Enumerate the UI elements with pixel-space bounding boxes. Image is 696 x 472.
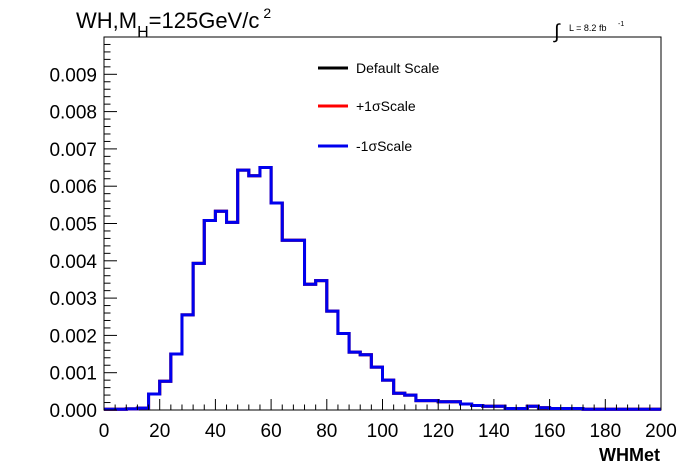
y-tick-label: 0.001 <box>49 364 97 385</box>
x-tick-label: 40 <box>205 421 226 442</box>
y-tick-label: 0.009 <box>49 65 97 86</box>
legend: Default Scale +1σScale -1σScale <box>318 60 439 154</box>
y-tick-label: 0.000 <box>49 401 97 422</box>
x-tick-label: 180 <box>589 421 621 442</box>
x-tick-label: 160 <box>534 421 566 442</box>
series-line-2 <box>104 166 661 411</box>
lumi-exponent: -1 <box>618 21 624 28</box>
x-tick-label: 200 <box>645 421 677 442</box>
y-tick-label: 0.003 <box>49 289 97 310</box>
axis-layer: 0 20 40 60 80 100 120 140 160 180 200 0.000 0.001 0.0… <box>49 36 677 442</box>
y-tick-label: 0.006 <box>49 177 97 198</box>
chart-title: WH,MH=125GeV/c 2 <box>76 5 271 41</box>
legend-label: +1σScale <box>356 98 416 114</box>
x-tick-label: 120 <box>422 421 454 442</box>
x-tick-label: 140 <box>478 421 510 442</box>
y-tick-label: 0.008 <box>49 103 97 124</box>
legend-label: -1σScale <box>356 138 412 154</box>
lumi-text: L = 8.2 fb <box>569 23 606 33</box>
plot-frame <box>103 36 662 411</box>
series-layer <box>104 166 661 411</box>
luminosity-label: ∫ L = 8.2 fb -1 <box>553 21 624 43</box>
integral-sign: ∫ <box>553 21 561 43</box>
y-tick-label: 0.002 <box>49 326 97 347</box>
x-tick-label: 100 <box>367 421 399 442</box>
x-axis-label: WHMet <box>599 445 660 465</box>
y-tick-label: 0.004 <box>49 252 97 273</box>
legend-label: Default Scale <box>356 60 439 76</box>
y-tick-label: 0.005 <box>49 215 97 236</box>
x-tick-label: 0 <box>99 421 110 442</box>
y-tick-label: 0.007 <box>49 140 97 161</box>
x-tick-label: 20 <box>149 421 170 442</box>
x-tick-label: 60 <box>261 421 282 442</box>
x-tick-label: 80 <box>316 421 337 442</box>
